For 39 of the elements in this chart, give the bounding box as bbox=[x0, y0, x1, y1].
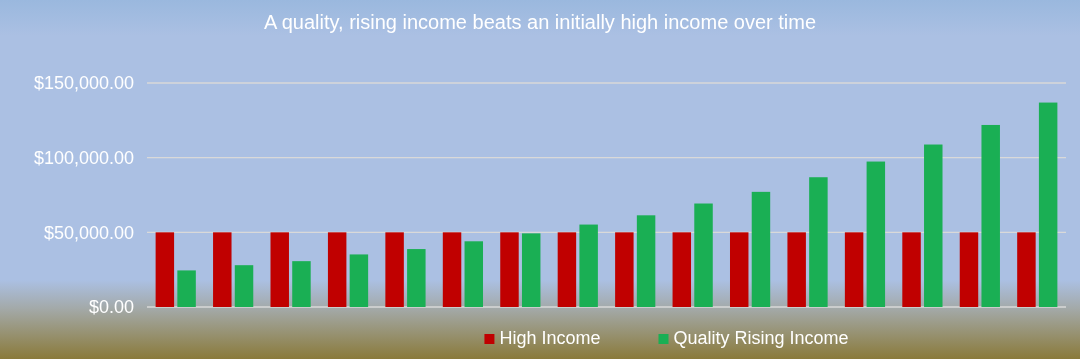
y-tick-label: $150,000.00 bbox=[33, 73, 134, 94]
bar bbox=[809, 177, 828, 307]
bar bbox=[349, 254, 369, 307]
bar bbox=[672, 232, 692, 307]
bar bbox=[636, 215, 656, 307]
bar bbox=[557, 232, 577, 307]
bar bbox=[981, 124, 1000, 307]
bar bbox=[234, 265, 254, 307]
bar bbox=[327, 232, 347, 307]
bar bbox=[442, 232, 462, 307]
y-tick-label: $50,000.00 bbox=[43, 222, 134, 243]
bar bbox=[579, 224, 598, 307]
bar bbox=[155, 232, 175, 307]
bar bbox=[500, 232, 519, 307]
bar bbox=[213, 232, 232, 307]
bar bbox=[694, 203, 713, 307]
bar bbox=[902, 232, 921, 307]
bar bbox=[407, 249, 426, 307]
bar bbox=[385, 232, 404, 307]
bar bbox=[959, 232, 979, 307]
bar bbox=[615, 232, 634, 307]
legend-label: High Income bbox=[499, 328, 601, 348]
chart-title: A quality, rising income beats an initially high income over time bbox=[263, 11, 817, 33]
bar bbox=[787, 232, 806, 307]
bar bbox=[751, 191, 771, 307]
bar bbox=[177, 270, 196, 307]
bar bbox=[270, 232, 289, 307]
bar bbox=[292, 261, 311, 307]
y-tick-label: $0.00 bbox=[88, 297, 134, 318]
bar bbox=[844, 232, 864, 307]
bar bbox=[521, 233, 541, 307]
bar bbox=[1017, 232, 1036, 307]
legend-label: Quality Rising Income bbox=[673, 328, 849, 348]
bar bbox=[729, 232, 749, 307]
bar bbox=[866, 161, 886, 307]
bar bbox=[924, 144, 943, 307]
bar bbox=[1038, 102, 1058, 307]
y-tick-label: $100,000.00 bbox=[33, 147, 134, 168]
bar bbox=[464, 241, 484, 307]
